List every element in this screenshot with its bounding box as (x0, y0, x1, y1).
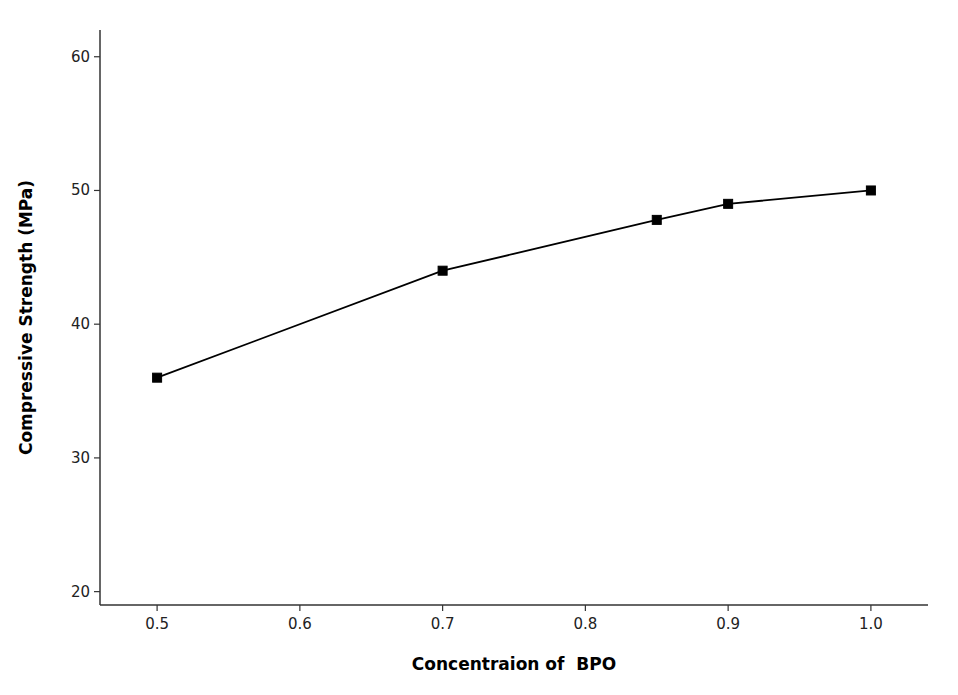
data-point (724, 199, 733, 208)
x-tick-label: 1.0 (859, 615, 883, 633)
x-tick (870, 605, 871, 611)
y-tick (94, 324, 100, 325)
y-tick-label: 40 (71, 315, 90, 333)
y-tick-label: 50 (71, 181, 90, 199)
y-tick-label: 20 (71, 583, 90, 601)
y-tick (94, 591, 100, 592)
y-tick (94, 190, 100, 191)
x-tick-label: 0.9 (716, 615, 740, 633)
y-tick (94, 457, 100, 458)
x-tick-label: 0.8 (573, 615, 597, 633)
chart: 0.5 0.6 0.7 0.8 0.9 1.0 20 30 40 50 60 Concentraion… (0, 0, 958, 695)
data-point (866, 186, 875, 195)
plot-area (153, 186, 876, 382)
x-axis-line (100, 604, 928, 606)
x-tick-label: 0.6 (288, 615, 312, 633)
data-line (157, 190, 871, 377)
x-tick (728, 605, 729, 611)
x-tick (585, 605, 586, 611)
axes: 0.5 0.6 0.7 0.8 0.9 1.0 20 30 40 50 60 (71, 30, 928, 633)
y-tick-label: 60 (71, 48, 90, 66)
x-tick (442, 605, 443, 611)
y-axis-label: Compressive Strength (MPa) (16, 180, 36, 455)
data-point (438, 266, 447, 275)
data-point (652, 215, 661, 224)
x-tick-label: 0.7 (431, 615, 455, 633)
x-tick (299, 605, 300, 611)
chart-container: 0.5 0.6 0.7 0.8 0.9 1.0 20 30 40 50 60 Concentraion… (0, 0, 958, 695)
x-tick (157, 605, 158, 611)
x-tick-label: 0.5 (145, 615, 169, 633)
data-point (153, 373, 162, 382)
y-tick (94, 56, 100, 57)
y-tick-label: 30 (71, 449, 90, 467)
y-axis-line (99, 30, 101, 605)
x-axis-label: Concentraion of BPO (412, 654, 616, 674)
